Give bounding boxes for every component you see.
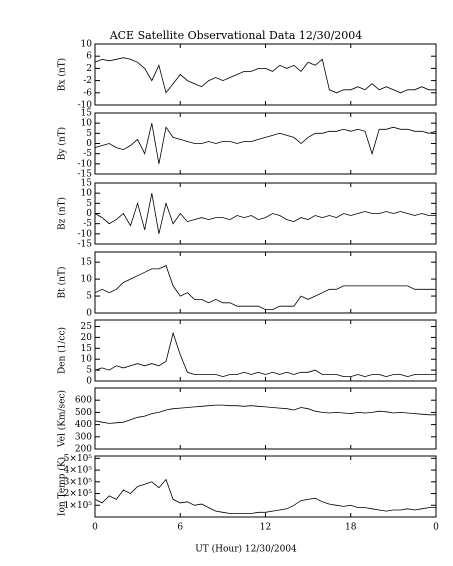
y-tick-label: 5 [86,129,92,139]
y-tick-label: -15 [78,240,93,250]
y-tick-label: 500 [75,408,92,418]
panel-frame [94,112,437,175]
y-tick-label: 15 [81,109,93,119]
y-tick-label: 1×10⁵ [64,501,93,511]
y-tick-label: 2×10⁵ [64,489,93,499]
y-tick-label: 5×10⁵ [64,454,93,464]
data-line [94,57,436,94]
y-axis-title: Ion Temp (K) [57,457,68,516]
panel-frame [94,251,437,314]
y-tick-label: 4×10⁵ [64,466,93,476]
y-tick-label: -10 [78,229,93,239]
y-tick-label: -2 [83,76,92,86]
y-tick-label: 10 [81,189,93,199]
y-tick-label: 5 [86,366,92,376]
y-tick-label: 10 [81,40,93,50]
y-tick-label: 5 [86,292,92,302]
panel-frame [94,455,437,518]
y-tick-label: -5 [83,219,92,229]
data-line [94,123,437,164]
y-tick-label: 20 [81,333,93,343]
data-line [94,265,436,310]
y-tick-label: 2 [86,64,92,74]
y-tick-label: 200 [75,445,92,455]
panel-frame [94,319,437,382]
panel-frame [94,387,437,450]
y-tick-label: 3×10⁵ [64,477,93,487]
chart-title: ACE Satellite Observational Data 12/30/2… [109,29,363,42]
y-axis-title: Vel (Km/sec) [57,390,68,448]
data-line [94,478,436,514]
y-tick-label: 25 [81,322,93,332]
y-tick-label: 15 [81,344,93,354]
x-axis-title: UT (Hour) 12/30/2004 [195,544,297,555]
y-axis-title: Bt (nT) [57,267,68,299]
y-tick-label: 5 [86,199,92,209]
y-tick-label: 400 [75,420,92,430]
y-axis-title: Bx (nT) [57,58,68,91]
y-tick-label: 6 [86,52,92,62]
panel-frame [94,43,437,106]
y-tick-label: -15 [78,170,93,180]
y-tick-label: 10 [81,275,93,285]
y-tick-label: 0 [86,209,92,219]
y-tick-label: -10 [78,159,93,169]
y-tick-label: 600 [75,396,92,406]
x-tick-label: 18 [345,523,357,533]
y-tick-label: 0 [86,309,92,319]
panel-frame [94,182,437,245]
x-tick-label: 0 [92,523,98,533]
data-line [94,193,436,234]
data-line [94,331,436,378]
y-tick-label: 300 [75,432,92,442]
y-axis-title: Bz (nT) [57,197,68,230]
y-tick-label: -10 [78,101,93,111]
y-axis-title: By (nT) [57,127,68,160]
y-axis-title: Den (1/cc) [57,327,68,374]
x-tick-label: 6 [177,523,183,533]
x-tick-label: 12 [260,523,271,533]
y-tick-label: 0 [86,139,92,149]
y-tick-label: -5 [83,149,92,159]
y-tick-label: 15 [81,258,93,268]
y-tick-label: 0 [86,377,92,387]
y-tick-label: 10 [81,355,93,365]
y-tick-label: 15 [81,179,93,189]
y-tick-label: 10 [81,119,93,129]
data-line [94,404,436,424]
x-tick-label: 0 [433,523,439,533]
y-tick-label: -6 [83,88,92,98]
